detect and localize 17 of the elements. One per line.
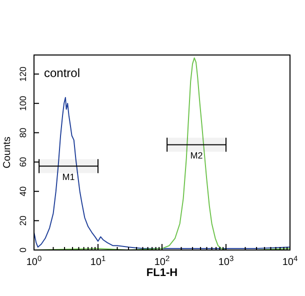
y-axis-title: Counts [2,136,13,168]
y-tick-label: 100 [18,96,28,111]
x-tick-label: 10$^{0}$ [26,254,42,268]
y-tick-label: 40 [18,186,28,196]
y-tick-label: 20 [18,216,28,226]
band-label: M1 [62,172,75,182]
annotation: control [44,66,80,80]
x-tick-label: 10$^{4}$ [282,254,298,268]
x-tick-label: 10$^{3}$ [218,254,234,268]
y-tick-label: 80 [18,128,28,138]
x-axis-title: FL1-H [146,267,178,279]
x-tick-label: 10$^{1}$ [90,254,106,268]
y-tick-label: 0 [18,247,28,253]
band-label: M2 [190,150,203,161]
y-tick-label: 60 [18,157,28,168]
y-tick-label: 120 [18,66,28,82]
x-tick-label: 10$^{2}$ [154,254,170,268]
